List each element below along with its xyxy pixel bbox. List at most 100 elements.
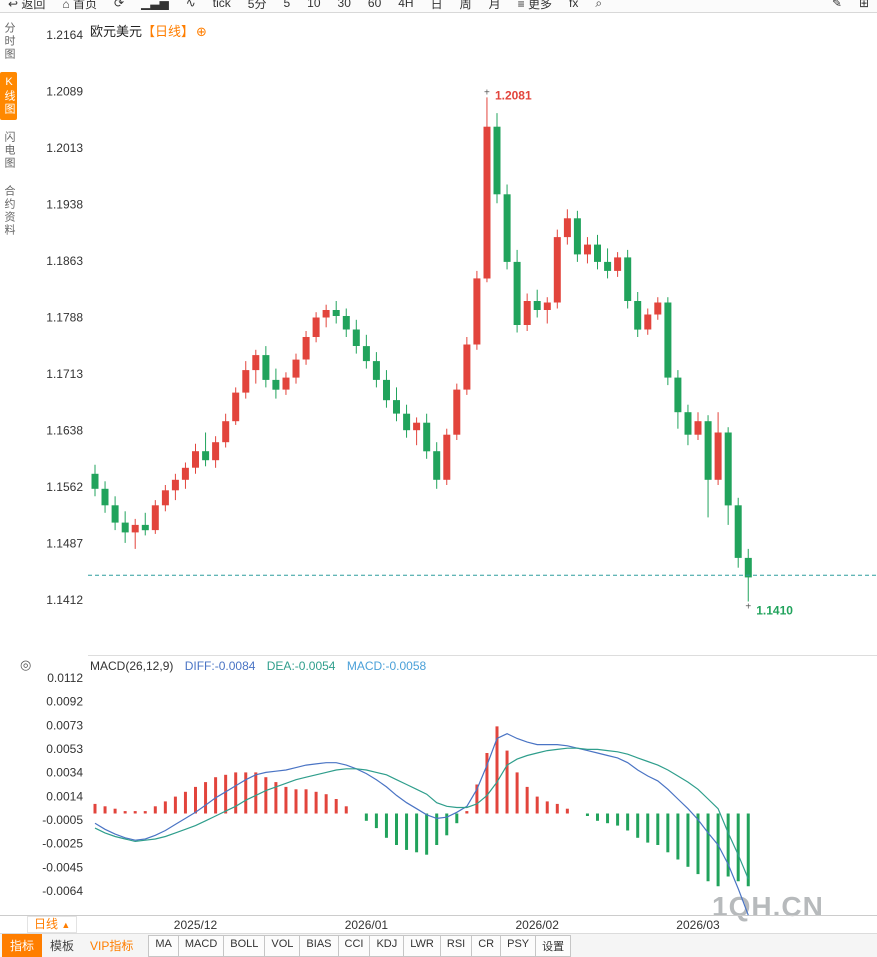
toolbar-back[interactable]: ↩ 返回 bbox=[8, 0, 46, 11]
target-icon[interactable]: ◎ bbox=[20, 657, 32, 672]
sidebar-item-lightning-chart[interactable]: 闪电图 bbox=[3, 131, 15, 170]
date-axis-label: 2026/03 bbox=[676, 918, 720, 932]
date-axis-label: 2025/12 bbox=[174, 918, 218, 932]
low-price-label: 1.1410 bbox=[756, 604, 793, 618]
toolbar-refresh-icon[interactable]: ⟳ bbox=[113, 0, 125, 10]
toolbar-more[interactable]: ≡ 更多 bbox=[517, 0, 552, 11]
sidebar-item-time-chart[interactable]: 分时图 bbox=[3, 22, 15, 61]
indicator-button-设置[interactable]: 设置 bbox=[535, 934, 572, 957]
candle-body bbox=[453, 389, 461, 435]
candle-body bbox=[131, 524, 139, 533]
toolbar-volume-chart-icon[interactable]: ▁▃▅ bbox=[141, 0, 169, 10]
macd-axis-label: 0.0014 bbox=[46, 789, 83, 803]
candle-body bbox=[664, 302, 672, 378]
tab-指标[interactable]: 指标 bbox=[2, 934, 43, 957]
indicator-button-VOL[interactable]: VOL bbox=[264, 934, 301, 957]
candle-body bbox=[222, 421, 230, 443]
candle-body bbox=[141, 524, 149, 531]
date-axis-label: 2026/01 bbox=[345, 918, 389, 932]
indicator-button-LWR[interactable]: LWR bbox=[403, 934, 441, 957]
candle-body bbox=[573, 218, 581, 255]
candle-body bbox=[91, 473, 99, 489]
indicator-button-BIAS[interactable]: BIAS bbox=[299, 934, 339, 957]
toolbar-edit-icon[interactable]: ✎ bbox=[831, 0, 842, 10]
indicator-button-MACD[interactable]: MACD bbox=[177, 934, 225, 957]
toolbar-period-tick[interactable]: tick bbox=[212, 0, 231, 10]
toolbar-period-week[interactable]: 周 bbox=[459, 0, 472, 11]
candle-body bbox=[292, 359, 300, 378]
macd-axis-label: -0.0064 bbox=[42, 884, 83, 898]
price-axis-label: 1.1412 bbox=[46, 593, 83, 607]
candle-body bbox=[584, 244, 591, 255]
dea-line bbox=[94, 747, 749, 880]
price-axis-label: 1.1938 bbox=[46, 198, 83, 212]
toolbar-items: ↩ 返回 ⌂ 首页 ⟳ ▁▃▅ ∿ tick 5分 5 10 30 60 4H 日 周 月 ≡ 更多 fx ⌕ ✎ ⊞ bbox=[0, 0, 877, 12]
indicator-button-RSI[interactable]: RSI bbox=[439, 934, 473, 957]
candle-body bbox=[463, 344, 471, 390]
tab-模板[interactable]: 模板 bbox=[50, 939, 75, 953]
toolbar-period-4h[interactable]: 4H bbox=[398, 0, 414, 10]
toolbar-period-60[interactable]: 60 bbox=[367, 0, 382, 10]
candle-body bbox=[634, 301, 642, 330]
toolbar-period-day[interactable]: 日 bbox=[430, 0, 443, 11]
indicator-button-BOLL[interactable]: BOLL bbox=[223, 934, 266, 957]
candle-body bbox=[111, 505, 119, 523]
toolbar-period-5[interactable]: 5 bbox=[283, 0, 291, 10]
indicator-button-MA[interactable]: MA bbox=[148, 934, 179, 957]
toolbar: ↩ 返回 ⌂ 首页 ⟳ ▁▃▅ ∿ tick 5分 5 10 30 60 4H 日 周 月 ≡ 更多 fx ⌕ ✎ ⊞ bbox=[0, 0, 877, 13]
toolbar-tick-chart-icon[interactable]: ∿ bbox=[185, 0, 196, 10]
indicator-button-KDJ[interactable]: KDJ bbox=[369, 934, 405, 957]
macd-axis-label: -0.0045 bbox=[42, 860, 83, 874]
candle-body bbox=[473, 278, 481, 345]
candle-body bbox=[393, 400, 400, 414]
candle-body bbox=[413, 422, 421, 431]
add-indicator-icon[interactable]: ⊕ bbox=[196, 24, 207, 39]
candle-body bbox=[362, 346, 370, 362]
candle-body bbox=[533, 301, 541, 310]
low-cross-marker: + bbox=[745, 602, 751, 613]
candle-body bbox=[553, 237, 561, 303]
toolbar-fx[interactable]: fx bbox=[568, 0, 579, 10]
candle-body bbox=[493, 126, 501, 195]
indicator-button-PSY[interactable]: PSY bbox=[500, 934, 537, 957]
macd-axis-label: 0.0053 bbox=[46, 742, 83, 756]
tab-VIP指标[interactable]: VIP指标 bbox=[90, 939, 134, 953]
sidebar-item-contract-info[interactable]: 合约资料 bbox=[3, 185, 15, 237]
candle-body bbox=[192, 451, 199, 468]
toolbar-period-10[interactable]: 10 bbox=[307, 0, 321, 10]
candle-body bbox=[714, 432, 722, 480]
macd-diff-value: DIFF:-0.0084 bbox=[184, 659, 256, 673]
candle-body bbox=[372, 361, 380, 380]
candle-body bbox=[503, 194, 511, 262]
price-axis-label: 1.1788 bbox=[46, 311, 83, 325]
toolbar-search-icon[interactable]: ⌕ bbox=[595, 0, 603, 10]
candle-body bbox=[734, 505, 742, 558]
candle-body bbox=[513, 261, 521, 325]
indicator-button-CCI[interactable]: CCI bbox=[337, 934, 371, 957]
indicator-button-CR[interactable]: CR bbox=[471, 934, 502, 957]
macd-dea-value: DEA:-0.0054 bbox=[266, 659, 336, 673]
price-axis-label: 1.2164 bbox=[46, 28, 83, 42]
high-cross-marker: + bbox=[484, 87, 490, 98]
toolbar-period-5min[interactable]: 5分 bbox=[247, 0, 267, 11]
toolbar-panels-icon[interactable]: ⊞ bbox=[858, 0, 869, 10]
toolbar-period-month[interactable]: 月 bbox=[488, 0, 501, 11]
sidebar-item-kline-chart[interactable]: K线图 bbox=[0, 72, 17, 120]
period-selector[interactable]: 日线 ▲ bbox=[27, 916, 78, 933]
indicator-button-group: MA MACD BOLL VOL BIAS CCI KDJ LWR RSI CR PSY 设置 bbox=[148, 934, 572, 957]
candle-body bbox=[342, 316, 350, 330]
period-selector-label: 日线 bbox=[34, 917, 59, 931]
macd-axis-label: 0.0073 bbox=[46, 718, 83, 732]
candle-body bbox=[332, 310, 340, 316]
candle-body bbox=[302, 337, 310, 360]
candle-body bbox=[674, 377, 682, 413]
toolbar-period-30[interactable]: 30 bbox=[337, 0, 351, 10]
candle-body bbox=[171, 479, 179, 491]
candle-body bbox=[704, 421, 712, 480]
candle-body bbox=[262, 355, 270, 380]
candle-body bbox=[423, 422, 431, 452]
toolbar-home[interactable]: ⌂ 首页 bbox=[62, 0, 97, 11]
price-axis-label: 1.1562 bbox=[46, 480, 83, 494]
